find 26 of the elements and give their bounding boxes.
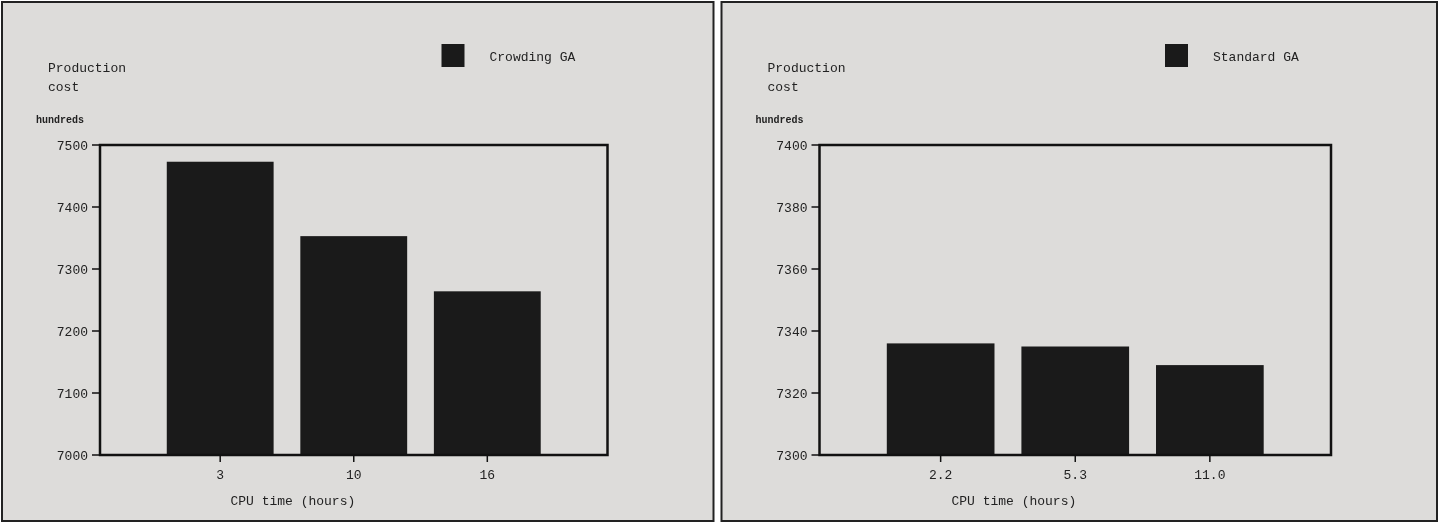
- y-tick-label: 7500: [56, 138, 88, 154]
- x-tick-label: 16: [479, 468, 496, 483]
- y-axis-title: Production cost: [48, 61, 127, 95]
- text: hundreds: [755, 115, 804, 126]
- x-tick-label: 10: [345, 468, 362, 483]
- y-tick-label: 7000: [56, 448, 88, 464]
- y-tick-label: 7300: [776, 448, 808, 464]
- y-tick-label: 7400: [56, 200, 88, 216]
- x-tick-label: 2.2: [928, 468, 953, 483]
- y-tick-label: 7340: [776, 324, 808, 340]
- legend-label: Crowding GA: [489, 49, 576, 65]
- y-tick-label: 7300: [56, 262, 88, 278]
- y-tick-label: 7200: [56, 324, 88, 340]
- y-axis-title: Production cost: [767, 61, 846, 95]
- x-tick-label: 3: [216, 468, 225, 483]
- x-tick-label: 11.0: [1194, 468, 1226, 483]
- y-tick-label: 7400: [776, 138, 808, 154]
- y-tick-label: 7320: [776, 386, 808, 402]
- y-tick-label: 7380: [776, 200, 808, 216]
- legend-label: Standard GA: [1213, 49, 1300, 65]
- y-tick-label: 7100: [56, 386, 88, 402]
- x-axis-title: CPU time (hours): [951, 494, 1077, 509]
- y-tick-label: 7360: [776, 262, 808, 278]
- text: hundreds: [36, 115, 85, 126]
- x-tick-label: 5.3: [1063, 468, 1087, 483]
- x-axis-title: CPU time (hours): [230, 494, 356, 509]
